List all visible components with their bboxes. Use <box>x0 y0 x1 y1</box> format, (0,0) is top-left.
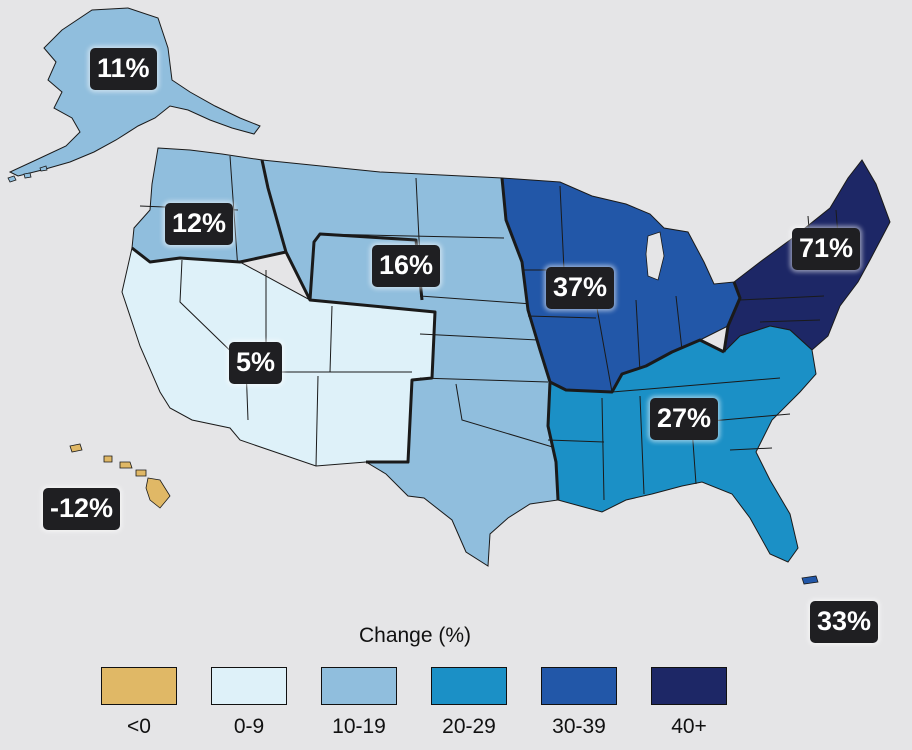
badge-southeast: 27% <box>650 398 719 440</box>
badge-hawaii: -12% <box>43 488 121 530</box>
legend-item: <0 <box>101 667 177 739</box>
badge-alaska: 11% <box>90 48 157 90</box>
badge-southwest: 5% <box>229 342 283 384</box>
southwest-state-lines <box>179 259 412 467</box>
legend-item: 20-29 <box>431 667 507 739</box>
great-plains-state-lines <box>319 177 557 449</box>
alaska-shape <box>8 7 261 177</box>
regional-boundaries <box>131 159 742 501</box>
region-hawaii <box>69 443 171 509</box>
region-alaska <box>7 7 261 183</box>
legend-swatch <box>541 667 617 705</box>
legend-label: 40+ <box>671 715 707 738</box>
badge-great-plains: 16% <box>372 245 441 287</box>
badge-midwest: 37% <box>546 267 615 309</box>
midwest-lake-michigan <box>645 231 665 281</box>
legend-item: 40+ <box>651 667 727 739</box>
hawaii-islands <box>69 443 171 509</box>
badge-northeast: 71% <box>792 228 861 270</box>
legend-swatch <box>651 667 727 705</box>
badge-northwest: 12% <box>165 203 234 245</box>
legend-swatch <box>321 667 397 705</box>
legend-swatch <box>101 667 177 705</box>
legend-swatch <box>431 667 507 705</box>
legend-label: 10-19 <box>332 715 386 738</box>
southeast-state-lines <box>547 377 791 501</box>
legend-swatch <box>211 667 287 705</box>
puerto-rico-island <box>801 575 819 585</box>
legend-label: <0 <box>127 715 151 738</box>
legend-title: Change (%) <box>358 624 472 647</box>
region-puerto-rico <box>801 575 819 585</box>
legend-item: 10-19 <box>321 667 397 739</box>
badge-puerto-rico: 33% <box>810 601 879 643</box>
legend-label: 0-9 <box>233 715 265 738</box>
legend-label: 30-39 <box>552 715 606 738</box>
legend-item: 30-39 <box>541 667 617 739</box>
alaska-aleutian-islands <box>7 165 48 183</box>
region-midwest <box>501 177 741 393</box>
legend-label: 20-29 <box>442 715 496 738</box>
legend-item: 0-9 <box>211 667 287 739</box>
